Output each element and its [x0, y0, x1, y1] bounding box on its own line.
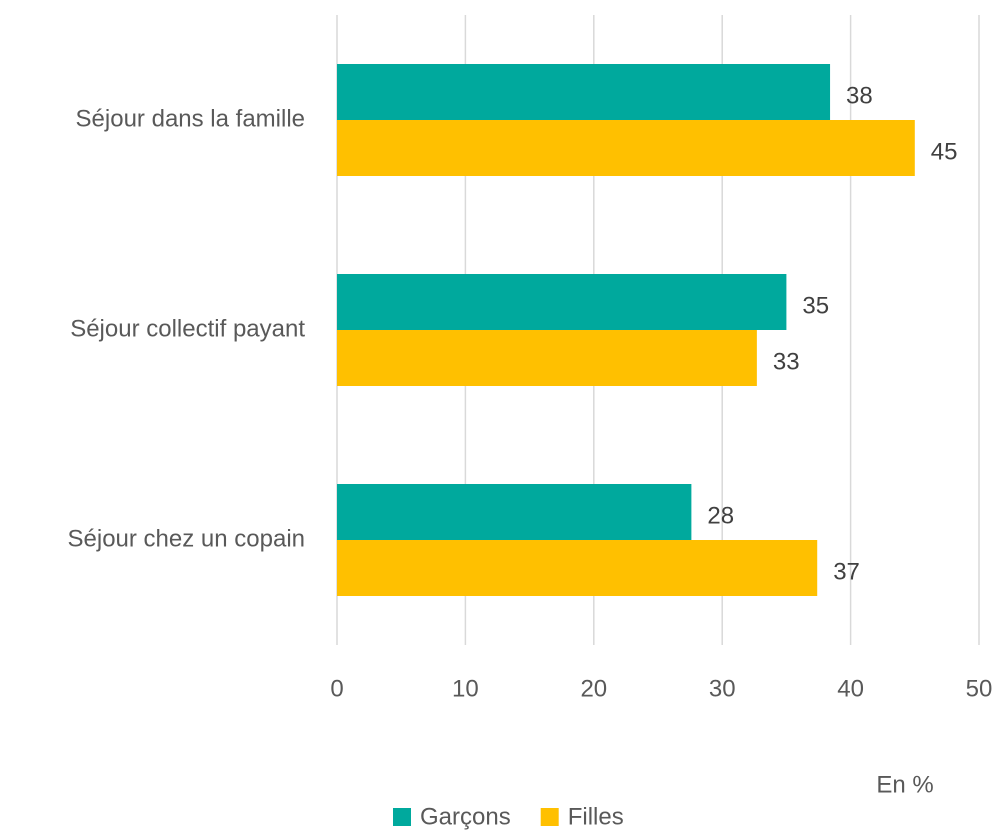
- x-axis-label: En %: [876, 771, 933, 798]
- y-tick-label: Séjour dans la famille: [76, 105, 305, 132]
- y-tick-label: Séjour chez un copain: [68, 525, 306, 552]
- data-label: 37: [833, 558, 860, 585]
- data-label: 35: [802, 292, 829, 319]
- y-tick-label: Séjour collectif payant: [70, 315, 305, 342]
- bar: [337, 120, 915, 176]
- bar: [337, 274, 787, 330]
- data-label: 28: [707, 502, 734, 529]
- bar: [337, 484, 692, 540]
- x-tick-label: 20: [580, 675, 607, 702]
- bar: [337, 540, 818, 596]
- x-tick-label: 40: [837, 675, 864, 702]
- bar: [337, 64, 831, 120]
- legend-label: Garçons: [420, 803, 511, 830]
- data-label: 38: [846, 82, 873, 109]
- legend-swatch: [540, 808, 559, 826]
- x-tick-label: 50: [966, 675, 993, 702]
- bar: [337, 330, 757, 386]
- x-tick-label: 10: [452, 675, 479, 702]
- x-tick-label: 0: [330, 675, 343, 702]
- legend-swatch: [393, 808, 411, 826]
- legend-label: Filles: [568, 803, 624, 830]
- x-tick-label: 30: [709, 675, 736, 702]
- data-label: 33: [773, 348, 800, 375]
- data-label: 45: [931, 138, 958, 165]
